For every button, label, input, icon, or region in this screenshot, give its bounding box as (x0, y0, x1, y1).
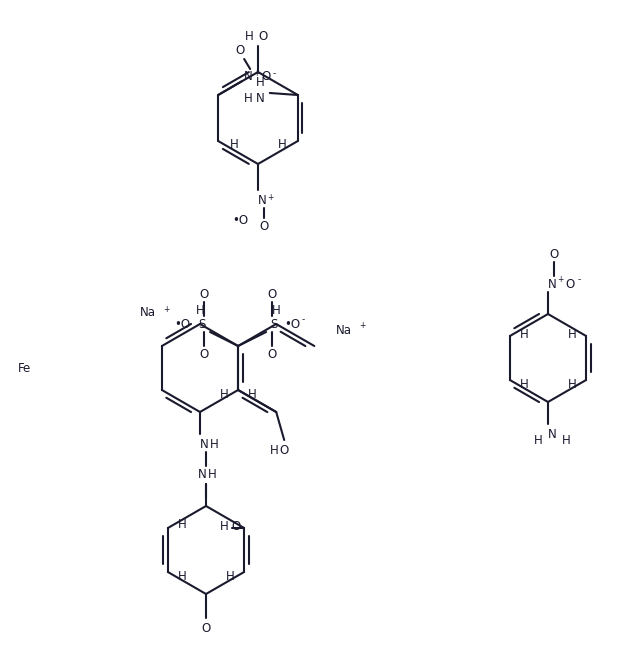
Text: O: O (200, 347, 209, 360)
Text: H: H (220, 388, 229, 400)
Text: H: H (230, 139, 239, 152)
Text: N: N (257, 194, 266, 207)
Text: H: H (568, 378, 577, 391)
Text: +: + (163, 305, 169, 314)
Text: H: H (210, 437, 218, 450)
Text: •O: •O (284, 318, 300, 330)
Text: N: N (256, 93, 265, 106)
Text: O: O (566, 277, 575, 290)
Text: H: H (248, 388, 257, 400)
Text: H: H (178, 570, 186, 583)
Text: H: H (519, 378, 528, 391)
Text: Na: Na (336, 323, 352, 336)
Text: +: + (267, 192, 273, 202)
Text: S: S (198, 318, 206, 330)
Text: +: + (557, 275, 563, 284)
Text: O: O (258, 30, 268, 43)
Text: H: H (178, 518, 186, 531)
Text: H: H (226, 570, 234, 583)
Text: H: H (562, 434, 570, 446)
Text: H: H (256, 76, 265, 89)
Text: O: O (202, 621, 211, 634)
Text: S: S (270, 318, 278, 330)
Text: N: N (198, 469, 206, 481)
Text: N: N (548, 277, 557, 290)
Text: O: O (261, 71, 271, 84)
Text: O: O (259, 220, 268, 233)
Text: Fe: Fe (18, 362, 31, 375)
Text: N: N (244, 71, 252, 84)
Text: H: H (534, 434, 542, 446)
Text: N: N (200, 437, 209, 450)
Text: H: H (519, 327, 528, 340)
Text: -: - (302, 316, 305, 325)
Text: +: + (253, 69, 259, 78)
Text: N: N (548, 428, 557, 441)
Text: H: H (220, 520, 229, 533)
Text: O: O (200, 288, 209, 301)
Text: O: O (279, 443, 289, 456)
Text: O: O (236, 45, 245, 58)
Text: -: - (577, 275, 580, 284)
Text: H: H (207, 469, 216, 481)
Text: •O: •O (174, 318, 190, 330)
Text: -: - (273, 69, 276, 78)
Text: •O: •O (232, 213, 248, 227)
Text: H: H (568, 327, 577, 340)
Text: H: H (272, 303, 281, 316)
Text: H: H (196, 303, 204, 316)
Text: O: O (550, 248, 559, 260)
Text: H: H (277, 139, 286, 152)
Text: O: O (268, 347, 277, 360)
Text: Na: Na (140, 307, 156, 319)
Text: H: H (270, 443, 279, 456)
Text: O: O (232, 520, 241, 533)
Text: H: H (245, 30, 254, 43)
Text: H: H (243, 93, 252, 106)
Text: O: O (268, 288, 277, 301)
Text: +: + (359, 321, 365, 330)
